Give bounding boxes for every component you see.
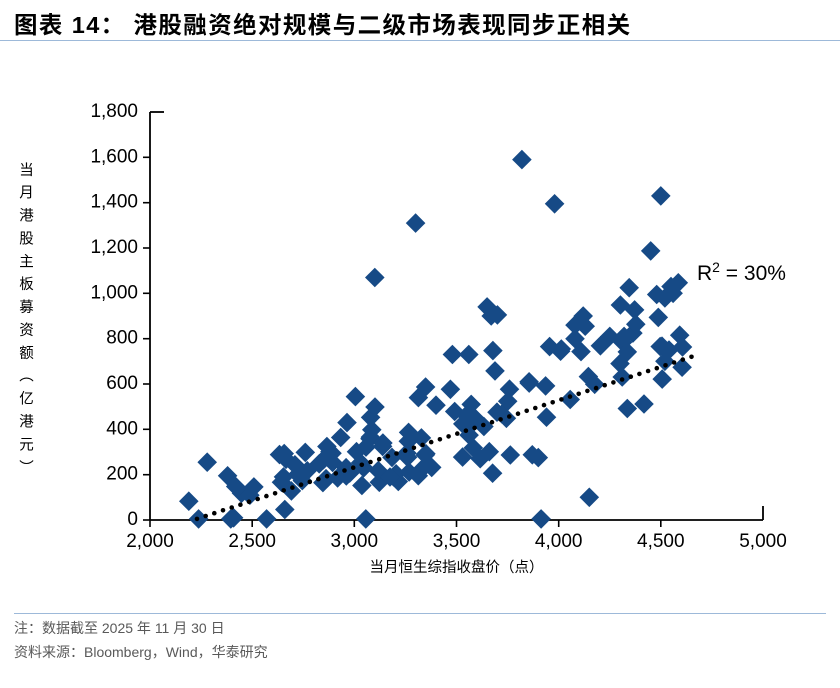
svg-text:2,000: 2,000: [126, 531, 174, 552]
svg-text:800: 800: [106, 328, 138, 349]
svg-text:1,400: 1,400: [90, 192, 138, 213]
svg-text:400: 400: [106, 418, 138, 439]
svg-text:R2 = 30%: R2 = 30%: [697, 259, 786, 285]
svg-text:1,800: 1,800: [90, 101, 138, 122]
svg-text:600: 600: [106, 373, 138, 394]
svg-text:3,000: 3,000: [331, 531, 379, 552]
svg-text:200: 200: [106, 464, 138, 485]
svg-text:1,200: 1,200: [90, 237, 138, 258]
svg-text:1,000: 1,000: [90, 282, 138, 303]
svg-text:4,000: 4,000: [535, 531, 583, 552]
svg-text:0: 0: [127, 509, 138, 530]
svg-text:3,500: 3,500: [433, 531, 481, 552]
svg-text:5,000: 5,000: [739, 531, 787, 552]
svg-text:2,500: 2,500: [228, 531, 276, 552]
svg-text:1,600: 1,600: [90, 146, 138, 167]
svg-text:4,500: 4,500: [637, 531, 685, 552]
